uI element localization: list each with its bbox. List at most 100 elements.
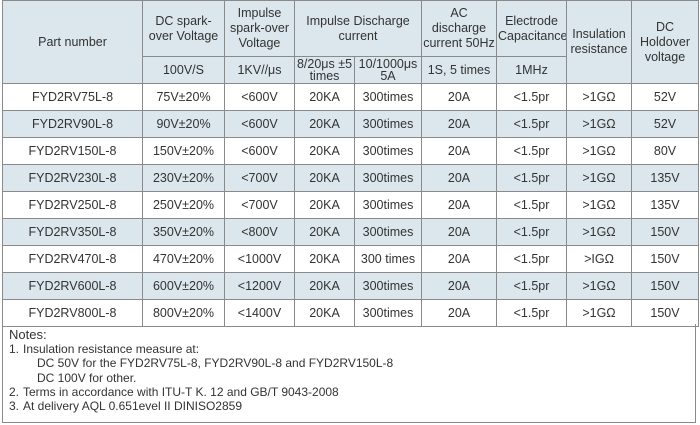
header-impulse-spark-over: Impulse spark-over Voltage <box>224 0 295 57</box>
cell-insulation-resistance: >1GΩ <box>566 83 632 111</box>
cell-insulation-resistance: >IGΩ <box>566 245 632 273</box>
cell-impulse-8-20: 20KA <box>294 218 355 246</box>
cell-dc-holdover: 52V <box>631 110 699 138</box>
table-row: FYD2RV230L-8 230V±20% <700V 20KA 300times 20A… <box>2 164 699 192</box>
cell-insulation-resistance: >1GΩ <box>566 137 632 165</box>
header-row: Part number DC spark-over Voltage Impuls… <box>2 0 699 84</box>
subheader-row: 100V/S 1KV//μs 8/20μs ±5 times 10/1000μs… <box>3 56 699 84</box>
cell-dc-spark-over: 350V±20% <box>142 218 225 246</box>
cell-dc-spark-over: 800V±20% <box>142 299 225 327</box>
notes-list: 1. Insulation resistance measure at: DC … <box>9 342 695 413</box>
note-body: Insulation resistance measure at: DC 50V… <box>23 342 393 385</box>
cell-impulse-10-1000: 300times <box>354 110 422 138</box>
cell-impulse-8-20: 20KA <box>294 83 355 111</box>
cell-impulse-spark-over: <600V <box>224 110 295 138</box>
note-line: Terms in accordance with ITU-T K. 12 and… <box>23 384 339 399</box>
table-row: FYD2RV800L-8 800V±20% <1400V 20KA 300times 20… <box>2 299 699 327</box>
subheader-ac-discharge: 1S, 5 times <box>421 56 497 84</box>
cell-part-number: FYD2RV800L-8 <box>2 299 143 327</box>
cell-dc-spark-over: 230V±20% <box>142 164 225 192</box>
header-impulse-discharge: Impulse Discharge current <box>294 0 422 57</box>
cell-electrode-capacitance: <1.5pr <box>496 137 567 165</box>
table-row: FYD2RV600L-8 600V±20% <1200V 20KA 300times 20… <box>2 272 699 300</box>
cell-impulse-10-1000: 300times <box>354 272 422 300</box>
note-item: 2. Terms in accordance with ITU-T K. 12 … <box>9 385 695 399</box>
cell-impulse-8-20: 20KA <box>294 299 355 327</box>
cell-impulse-10-1000: 300times <box>354 164 422 192</box>
cell-part-number: FYD2RV150L-8 <box>2 137 143 165</box>
table-row: FYD2RV90L-8 90V±20% <600V 20KA 300times 20A <1… <box>2 110 699 138</box>
cell-impulse-spark-over: <1400V <box>224 299 295 327</box>
cell-dc-spark-over: 470V±20% <box>142 245 225 273</box>
cell-impulse-10-1000: 300times <box>354 137 422 165</box>
header-electrode-capacitance: Electrode Capacitance <box>496 0 567 57</box>
cell-dc-holdover: 135V <box>631 164 699 192</box>
cell-dc-holdover: 150V <box>631 218 699 246</box>
cell-impulse-8-20: 20KA <box>294 191 355 219</box>
cell-electrode-capacitance: <1.5pr <box>496 218 567 246</box>
notes-section: Notes: 1. Insulation resistance measure … <box>2 324 696 423</box>
subheader-impulse-10-1000: 10/1000μs 5A <box>354 56 422 84</box>
cell-insulation-resistance: >1GΩ <box>566 110 632 138</box>
cell-impulse-spark-over: <1000V <box>224 245 295 273</box>
header-dc-spark-over: DC spark-over Voltage <box>142 0 225 57</box>
cell-part-number: FYD2RV350L-8 <box>2 218 143 246</box>
table-body: FYD2RV75L-8 75V±20% <600V 20KA 300times 20A <1… <box>2 83 699 327</box>
cell-dc-spark-over: 600V±20% <box>142 272 225 300</box>
cell-dc-spark-over: 250V±20% <box>142 191 225 219</box>
note-line: DC 100V for other. <box>37 370 137 385</box>
cell-part-number: FYD2RV600L-8 <box>2 272 143 300</box>
cell-dc-spark-over: 75V±20% <box>142 83 225 111</box>
note-line: At delivery AQL 0.651evel II DINISO2859 <box>23 399 243 414</box>
cell-dc-holdover: 150V <box>631 245 699 273</box>
cell-insulation-resistance: >1GΩ <box>566 191 632 219</box>
cell-electrode-capacitance: <1.5pr <box>496 299 567 327</box>
cell-ac-discharge: 20A <box>421 218 497 246</box>
cell-impulse-10-1000: 300times <box>354 83 422 111</box>
cell-dc-holdover: 135V <box>631 191 699 219</box>
cell-electrode-capacitance: <1.5pr <box>496 83 567 111</box>
cell-dc-holdover: 80V <box>631 137 699 165</box>
cell-insulation-resistance: >1GΩ <box>566 299 632 327</box>
cell-ac-discharge: 20A <box>421 164 497 192</box>
cell-electrode-capacitance: <1.5pr <box>496 110 567 138</box>
cell-ac-discharge: 20A <box>421 191 497 219</box>
cell-dc-spark-over: 150V±20% <box>142 137 225 165</box>
subheader-impulse-8-20: 8/20μs ±5 times <box>294 56 355 84</box>
cell-impulse-8-20: 20KA <box>294 110 355 138</box>
table-row: FYD2RV75L-8 75V±20% <600V 20KA 300times 20A <1… <box>2 83 699 111</box>
spec-table: Part number DC spark-over Voltage Impuls… <box>2 0 699 327</box>
header-ac-discharge: AC discharge current 50Hz <box>421 0 497 57</box>
cell-part-number: FYD2RV75L-8 <box>2 83 143 111</box>
cell-part-number: FYD2RV250L-8 <box>2 191 143 219</box>
cell-impulse-spark-over: <700V <box>224 164 295 192</box>
cell-ac-discharge: 20A <box>421 83 497 111</box>
note-number: 3. <box>9 399 20 414</box>
header-dc-holdover: DC Holdover voltage <box>631 0 699 84</box>
table-row: FYD2RV250L-8 250V±20% <700V 20KA 300times 20A… <box>2 191 699 219</box>
cell-electrode-capacitance: <1.5pr <box>496 164 567 192</box>
cell-electrode-capacitance: <1.5pr <box>496 272 567 300</box>
cell-impulse-spark-over: <600V <box>224 83 295 111</box>
note-number: 1. <box>9 342 20 357</box>
subheader-dc-spark-over: 100V/S <box>142 56 225 84</box>
cell-impulse-spark-over: <700V <box>224 191 295 219</box>
subheader-electrode-capacitance: 1MHz <box>496 56 567 84</box>
cell-impulse-spark-over: <600V <box>224 137 295 165</box>
cell-impulse-10-1000: 300times <box>354 191 422 219</box>
cell-dc-holdover: 52V <box>631 83 699 111</box>
note-line: Insulation resistance measure at: <box>23 342 200 357</box>
cell-dc-holdover: 150V <box>631 272 699 300</box>
table-row: FYD2RV350L-8 350V±20% <800V 20KA 300times 20A… <box>2 218 699 246</box>
cell-impulse-8-20: 20KA <box>294 164 355 192</box>
cell-insulation-resistance: >1GΩ <box>566 164 632 192</box>
cell-impulse-10-1000: 300times <box>354 218 422 246</box>
cell-dc-spark-over: 90V±20% <box>142 110 225 138</box>
subheader-impulse-spark-over: 1KV//μs <box>224 56 295 84</box>
cell-impulse-10-1000: 300times <box>354 299 422 327</box>
cell-impulse-10-1000: 300 times <box>354 245 422 273</box>
header-part-number: Part number <box>2 0 143 84</box>
notes-title: Notes: <box>9 327 47 342</box>
cell-insulation-resistance: >1GΩ <box>566 272 632 300</box>
header-insulation-resistance: Insulation resistance <box>566 0 632 84</box>
